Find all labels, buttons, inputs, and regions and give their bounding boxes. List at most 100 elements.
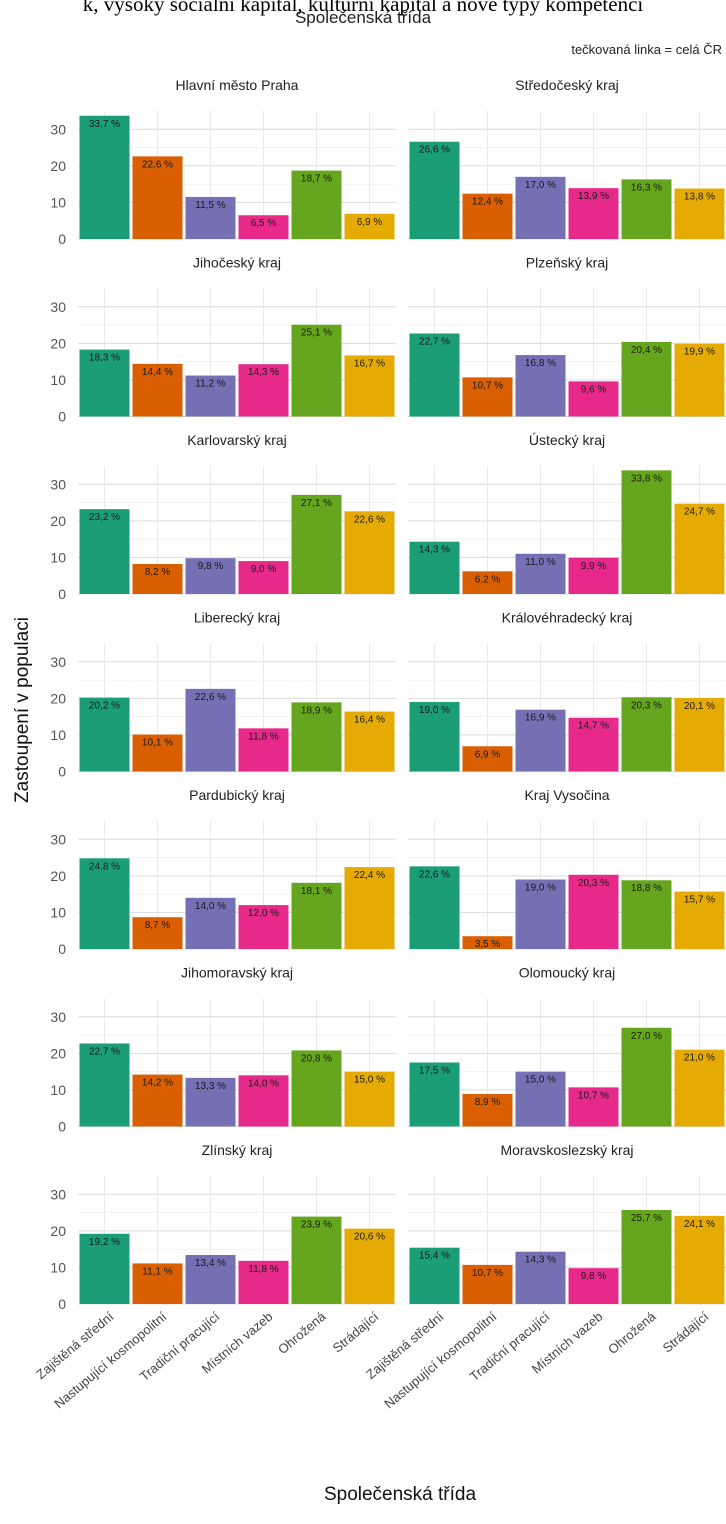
bar [674,343,725,417]
facet-title: Plzeňský kraj [526,255,608,271]
facet-title: Karlovarský kraj [187,432,287,448]
bar-value-label: 8,7 % [145,920,171,931]
bar [568,717,619,772]
x-tick-label: Ohrožená [275,1308,329,1357]
bar [291,1050,342,1127]
bar [462,746,513,772]
bar-value-label: 27,0 % [631,1031,662,1042]
bar-value-label: 22,7 % [419,336,450,347]
bar [344,1228,395,1304]
bar [621,1027,672,1127]
bar [344,867,395,949]
facet-title: Pardubický kraj [189,787,285,803]
bar [409,333,460,417]
x-tick-label: Ohrožená [605,1308,659,1357]
panel-background [408,1176,726,1304]
y-tick-label: 30 [50,299,66,315]
bar-value-label: 15,4 % [419,1251,450,1262]
y-tick-label: 20 [50,690,66,706]
bar-value-label: 11,8 % [248,1264,278,1275]
bar-value-label: 22,7 % [89,1046,120,1057]
y-tick-label: 20 [50,335,66,351]
panel-background [78,998,396,1127]
facet-title: Olomoucký kraj [519,965,615,981]
bar [515,176,566,239]
bar [291,882,342,949]
bar-value-label: 16,7 % [354,358,385,369]
facet-title: Kraj Vysočina [524,787,609,803]
x-axis-title: Společenská třída [324,1484,477,1505]
bar-value-label: 16,8 % [525,358,556,369]
bar-value-label: 6,9 % [357,217,383,228]
bar-value-label: 9,8 % [198,561,224,572]
bar [132,1074,183,1127]
bar [185,1254,236,1304]
bar [515,355,566,417]
y-tick-label: 20 [50,1223,66,1239]
bar-value-label: 24,8 % [89,861,120,872]
bar-value-label: 18,8 % [631,883,662,894]
bar [79,1233,130,1304]
bar [621,697,672,772]
y-tick-label: 10 [50,727,66,743]
bar [79,349,130,417]
y-tick-label: 0 [58,586,66,602]
bar [344,711,395,772]
bar [291,494,342,594]
bar [185,558,236,594]
y-tick-label: 10 [50,1259,66,1275]
bar-value-label: 26,6 % [419,145,450,156]
reference-line-note: tečkovaná linka = celá ČR [571,42,722,57]
bar [621,880,672,949]
bar-value-label: 6,9 % [475,749,501,760]
bar-value-label: 16,9 % [525,713,556,724]
y-tick-label: 10 [50,372,66,388]
bar-value-label: 17,0 % [525,180,556,191]
bar-value-label: 20,2 % [89,701,120,712]
bar-value-label: 18,3 % [89,353,120,364]
y-tick-label: 30 [50,476,66,492]
bar [238,1075,289,1127]
facet-title: Zlínský kraj [202,1142,273,1158]
x-tick-label: Strádající [660,1309,712,1356]
facet-title: Moravskoslezský kraj [500,1142,633,1158]
bar-value-label: 23,9 % [301,1220,332,1231]
bar-value-label: 19,9 % [684,347,715,358]
bar [79,858,130,949]
bar-value-label: 18,7 % [301,174,332,185]
bar [185,1077,236,1127]
bar-value-label: 22,6 % [195,692,226,703]
bar-value-label: 20,3 % [631,700,662,711]
cut-off-title: k, vysoký sociální kapitál, kulturní kap… [82,0,644,16]
bar [132,363,183,417]
bar [674,188,725,239]
bar [79,509,130,594]
bar-value-label: 25,1 % [301,328,332,339]
y-tick-label: 30 [50,121,66,137]
y-tick-label: 10 [50,904,66,920]
bar-value-label: 13,8 % [684,192,715,203]
bar-value-label: 15,0 % [354,1075,385,1086]
bar-value-label: 3,5 % [475,939,501,950]
bar-value-label: 14,7 % [578,721,609,732]
bar [132,156,183,239]
y-tick-label: 30 [50,654,66,670]
bar-value-label: 9,9 % [581,561,607,572]
bar-value-label: 33,8 % [631,473,662,484]
bar-value-label: 10,1 % [142,738,173,749]
bar [462,193,513,239]
bar-value-label: 14,2 % [142,1078,173,1089]
panel-background [408,998,726,1127]
bar-value-label: 8,2 % [145,567,171,578]
panel-background [408,643,726,772]
bar-value-label: 6,5 % [251,218,277,229]
y-tick-label: 20 [50,513,66,529]
bar-value-label: 20,1 % [684,701,715,712]
bar [185,897,236,949]
bar-value-label: 22,6 % [419,869,450,880]
bar-value-label: 14,4 % [142,367,173,378]
bar-value-label: 11,2 % [195,379,225,390]
bar-value-label: 27,1 % [301,498,332,509]
bar [409,1062,460,1127]
panel-background [408,466,726,594]
